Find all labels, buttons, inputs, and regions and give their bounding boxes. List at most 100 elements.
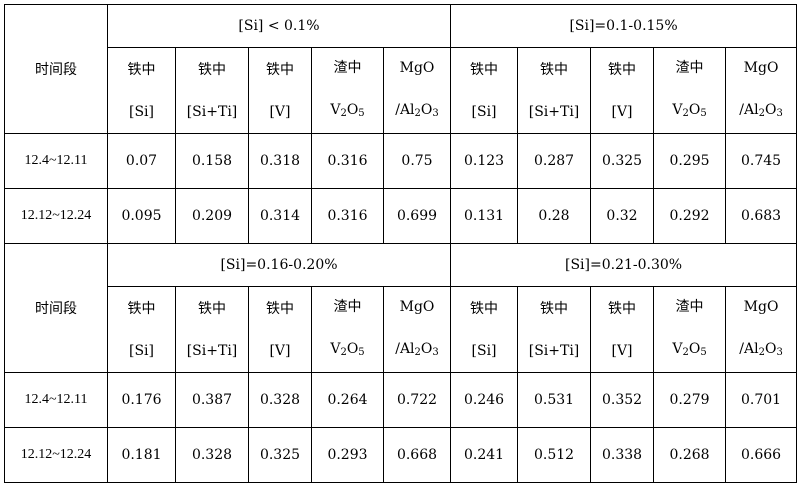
column-header-line2: [Si] bbox=[129, 342, 154, 359]
column-header-line2: [Si+Ti] bbox=[186, 103, 238, 120]
column-header-line2: [Si] bbox=[471, 342, 497, 359]
value-cell: 0.325 bbox=[590, 133, 655, 189]
value-cell: 0.338 bbox=[590, 427, 655, 483]
column-header-line2: V2O5 bbox=[312, 339, 383, 363]
column-header: 渣中 V2O5 bbox=[311, 286, 384, 373]
formula-subscript: 3 bbox=[432, 107, 439, 119]
column-header-line2: V2O5 bbox=[312, 100, 383, 124]
column-header-line2: [V] bbox=[611, 342, 633, 359]
column-header-row: 铁中 [Si] 铁中 [Si+Ti] 铁中 [V] 渣中 V2O5 MgO/Al2O3 铁中 [Si… bbox=[5, 47, 798, 134]
column-header-line2: /Al2O3 bbox=[726, 100, 796, 124]
column-header: 渣中 V2O5 bbox=[653, 286, 727, 373]
value-cell: 0.07 bbox=[107, 133, 176, 189]
value-cell: 0.279 bbox=[653, 372, 727, 428]
value-cell: 0.328 bbox=[175, 427, 249, 483]
value-cell: 0.314 bbox=[248, 188, 312, 244]
formula-part: V bbox=[672, 101, 683, 118]
value-cell: 0.095 bbox=[107, 188, 176, 244]
formula-part: O bbox=[346, 340, 359, 357]
value-cell: 0.318 bbox=[248, 133, 312, 189]
column-header: 铁中 [Si] bbox=[450, 286, 519, 373]
column-header: MgO/Al2O3 bbox=[382, 47, 452, 134]
column-header-line1: 渣中 bbox=[333, 59, 362, 76]
table-row: 12.4~12.11 0.176 0.387 0.328 0.264 0.722 0.246… bbox=[4, 372, 798, 428]
formula-subscript: 3 bbox=[776, 346, 783, 358]
table-row: 12.12~12.24 0.095 0.209 0.314 0.316 0.699 0.13… bbox=[4, 188, 798, 244]
column-header-line1: 铁中 bbox=[540, 300, 569, 317]
column-header: 铁中 [Si+Ti] bbox=[175, 286, 249, 373]
formula-subscript: 2 bbox=[414, 346, 421, 358]
table-row: 12.12~12.24 0.181 0.328 0.325 0.293 0.668 0.24… bbox=[4, 427, 798, 483]
group-header: [Si]=0.21-0.30% bbox=[450, 243, 798, 287]
formula-subscript: 5 bbox=[700, 346, 707, 358]
column-header: 铁中 [Si] bbox=[107, 47, 176, 134]
table-row: 12.4~12.11 0.07 0.158 0.318 0.316 0.75 0.123 0.… bbox=[4, 133, 798, 189]
value-cell: 0.209 bbox=[175, 188, 249, 244]
column-header-line2: [Si+Ti] bbox=[528, 103, 580, 120]
formula-subscript: 2 bbox=[682, 107, 689, 119]
value-cell: 0.32 bbox=[590, 188, 655, 244]
value-cell: 0.316 bbox=[311, 188, 384, 244]
data-table: 时间段 [Si] < 0.1% [Si]=0.1-0.15% 铁中 [Si] 铁中 [Si+… bbox=[4, 4, 798, 483]
group-header: [Si] < 0.1% bbox=[106, 4, 452, 48]
value-cell: 0.131 bbox=[450, 188, 519, 244]
formula-subscript: 3 bbox=[432, 346, 439, 358]
group-header: [Si]=0.16-0.20% bbox=[106, 243, 452, 287]
column-header-line1: 铁中 bbox=[198, 61, 226, 78]
formula-subscript: 2 bbox=[758, 107, 765, 119]
column-header: 铁中 [V] bbox=[590, 47, 655, 134]
formula-subscript: 2 bbox=[682, 346, 689, 358]
column-header-line1: MgO bbox=[399, 59, 435, 76]
formula-subscript: 2 bbox=[758, 346, 765, 358]
column-header-line2: /Al2O3 bbox=[384, 339, 450, 363]
period-cell: 12.12~12.24 bbox=[4, 188, 108, 244]
column-header-line2: [Si+Ti] bbox=[528, 342, 580, 359]
column-header: 铁中 [V] bbox=[248, 47, 312, 134]
column-header-line2: /Al2O3 bbox=[726, 339, 796, 363]
formula-subscript: 2 bbox=[340, 107, 347, 119]
formula-part: V bbox=[330, 340, 341, 357]
column-header-line1: 渣中 bbox=[675, 59, 704, 76]
value-cell: 0.512 bbox=[517, 427, 592, 483]
value-cell: 0.295 bbox=[653, 133, 727, 189]
column-header-line1: 铁中 bbox=[266, 300, 294, 317]
value-cell: 0.668 bbox=[382, 427, 452, 483]
column-header: 铁中 [Si] bbox=[450, 47, 519, 134]
column-header-line2: [Si] bbox=[471, 103, 497, 120]
formula-part: O bbox=[688, 340, 701, 357]
period-cell: 12.4~12.11 bbox=[4, 133, 108, 189]
value-cell: 0.325 bbox=[248, 427, 312, 483]
formula-subscript: 2 bbox=[340, 346, 347, 358]
column-header: 渣中 V2O5 bbox=[653, 47, 727, 134]
formula-part: O bbox=[764, 340, 777, 357]
period-header: 时间段 bbox=[4, 243, 108, 373]
column-header-line1: 铁中 bbox=[540, 61, 569, 78]
group-header-row: 时间段 [Si]=0.16-0.20% [Si]=0.21-0.30% bbox=[4, 243, 798, 373]
formula-part: O bbox=[346, 101, 359, 118]
value-cell: 0.75 bbox=[382, 133, 452, 189]
period-cell: 12.4~12.11 bbox=[4, 372, 108, 428]
column-header-line1: 铁中 bbox=[266, 61, 294, 78]
column-header: 铁中 [Si] bbox=[107, 286, 176, 373]
column-header-line1: MgO bbox=[743, 59, 779, 76]
column-header-line2: /Al2O3 bbox=[384, 100, 450, 124]
column-header-line1: MgO bbox=[743, 298, 779, 315]
column-header-line1: 铁中 bbox=[608, 300, 637, 317]
formula-subscript: 5 bbox=[358, 107, 365, 119]
column-header-line1: 铁中 bbox=[470, 300, 499, 317]
column-header-row: 铁中 [Si] 铁中 [Si+Ti] 铁中 [V] 渣中 V2O5 MgO/Al2O3 铁中 [Si… bbox=[5, 286, 798, 373]
column-header: MgO/Al2O3 bbox=[725, 286, 798, 373]
value-cell: 0.387 bbox=[175, 372, 249, 428]
column-header: MgO/Al2O3 bbox=[382, 286, 452, 373]
column-header: 铁中 [V] bbox=[248, 286, 312, 373]
value-cell: 0.176 bbox=[107, 372, 176, 428]
value-cell: 0.745 bbox=[725, 133, 798, 189]
column-header: 铁中 [Si+Ti] bbox=[175, 47, 249, 134]
formula-part: O bbox=[764, 101, 777, 118]
value-cell: 0.287 bbox=[517, 133, 592, 189]
value-cell: 0.352 bbox=[590, 372, 655, 428]
value-cell: 0.328 bbox=[248, 372, 312, 428]
column-header: 铁中 [V] bbox=[590, 286, 655, 373]
column-header-line2: [V] bbox=[269, 342, 291, 359]
column-header-line1: 铁中 bbox=[608, 61, 637, 78]
